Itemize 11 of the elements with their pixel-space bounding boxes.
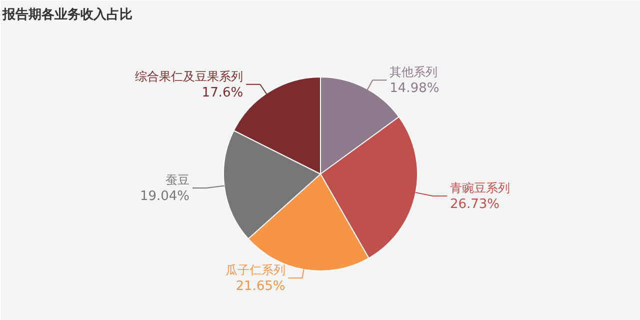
data-label: 21.65% [236,278,286,294]
data-label: 17.6% [202,85,244,100]
slice-label: 综合果仁及豆果系列 [135,69,244,84]
slice-label: 蚕豆 [166,173,190,188]
slice-label: 青豌豆系列 [450,181,510,196]
chart-title: 报告期各业务收入占比 [2,6,132,22]
data-label: 14.98% [390,81,440,96]
slice-label: 瓜子仁系列 [225,263,286,278]
data-label: 19.04% [140,188,190,204]
data-label: 26.73% [450,196,500,212]
slice-label: 其他系列 [390,65,438,80]
